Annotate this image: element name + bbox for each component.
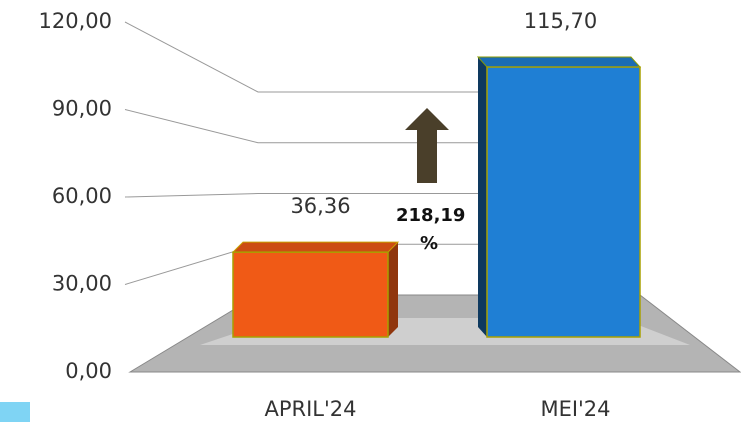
y-tick-label: 0,00	[65, 359, 112, 383]
y-tick-label: 90,00	[52, 97, 112, 121]
grid-line	[124, 109, 480, 144]
x-tick-label: MEI'24	[540, 397, 610, 421]
value-label: 36,36	[290, 194, 350, 218]
bar	[486, 66, 641, 338]
bar-side	[388, 242, 398, 337]
corner-decor	[0, 402, 30, 422]
bar	[232, 251, 389, 338]
change-annotation: 218,19 %	[396, 205, 466, 254]
y-tick-label: 60,00	[52, 184, 112, 208]
bar-top	[476, 56, 642, 68]
x-tick-label: APRIL'24	[264, 397, 356, 421]
bar-top	[231, 241, 400, 253]
y-tick-label: 30,00	[52, 272, 112, 296]
grid-line	[124, 193, 480, 198]
up-arrow	[405, 108, 449, 183]
value-label: 115,70	[524, 9, 597, 33]
grid-line	[124, 21, 480, 93]
bar-side	[478, 57, 487, 338]
y-tick-label: 120,00	[39, 9, 112, 33]
